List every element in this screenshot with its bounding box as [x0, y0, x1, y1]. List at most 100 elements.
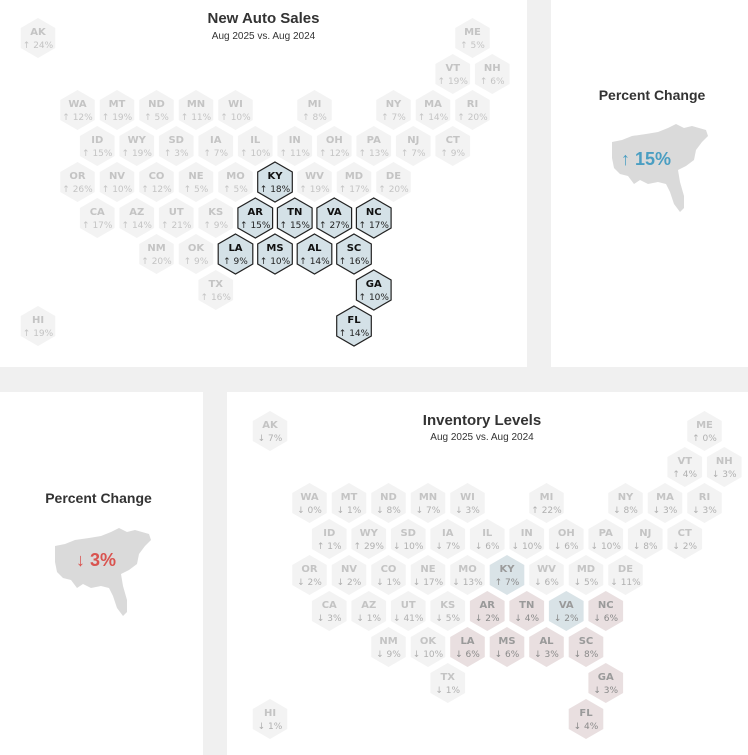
state-hex-tx[interactable]: TX ↓ 1% [430, 663, 466, 703]
state-hex-fl[interactable]: FL ↑ 14% [336, 305, 372, 347]
state-hex-ri[interactable]: RI ↓ 3% [687, 483, 722, 523]
state-hex-sd[interactable]: SD ↑ 3% [158, 126, 194, 166]
state-hex-ms[interactable]: MS ↓ 6% [489, 627, 525, 667]
state-hex-nd[interactable]: ND ↓ 8% [371, 483, 406, 523]
state-hex-ia[interactable]: IA ↓ 7% [430, 519, 466, 559]
state-hex-tx[interactable]: TX ↑ 16% [198, 270, 234, 310]
state-hex-ca[interactable]: CA ↑ 17% [79, 198, 115, 238]
state-hex-ar[interactable]: AR ↓ 2% [469, 591, 505, 631]
state-hex-mt[interactable]: MT ↑ 19% [99, 90, 135, 130]
state-hex-pa[interactable]: PA ↓ 10% [588, 519, 624, 559]
state-hex-de[interactable]: DE ↓ 11% [608, 555, 643, 595]
state-hex-nh[interactable]: NH ↑ 6% [474, 54, 510, 94]
state-hex-ok[interactable]: OK ↓ 10% [410, 627, 446, 667]
state-hex-mo[interactable]: MO ↑ 5% [218, 162, 253, 202]
state-hex-in[interactable]: IN ↓ 10% [509, 519, 545, 559]
state-hex-va[interactable]: VA ↑ 27% [316, 197, 353, 239]
state-hex-ne[interactable]: NE ↓ 17% [410, 555, 446, 595]
state-hex-nv[interactable]: NV ↓ 2% [331, 555, 367, 595]
state-hex-ms[interactable]: MS ↑ 10% [257, 233, 293, 275]
state-hex-hi[interactable]: HI ↑ 19% [20, 306, 56, 346]
state-hex-or[interactable]: OR ↓ 2% [292, 555, 327, 595]
state-hex-ca[interactable]: CA ↓ 3% [311, 591, 347, 631]
state-hex-oh[interactable]: OH ↑ 12% [316, 126, 352, 166]
state-hex-ok[interactable]: OK ↑ 9% [178, 234, 214, 274]
state-hex-hi[interactable]: HI ↓ 1% [252, 699, 288, 739]
state-hex-vt[interactable]: VT ↑ 19% [435, 54, 471, 94]
state-hex-mt[interactable]: MT ↓ 1% [331, 483, 367, 523]
state-hex-ct[interactable]: CT ↓ 2% [667, 519, 703, 559]
state-hex-va[interactable]: VA ↓ 2% [548, 591, 584, 631]
state-hex-nm[interactable]: NM ↑ 20% [139, 234, 174, 274]
state-hex-mn[interactable]: MN ↑ 11% [178, 90, 214, 130]
state-hex-ga[interactable]: GA ↓ 3% [588, 663, 624, 703]
state-hex-al[interactable]: AL ↑ 14% [296, 233, 333, 275]
state-hex-ak[interactable]: AK ↓ 7% [252, 411, 288, 451]
state-hex-ri[interactable]: RI ↑ 20% [455, 90, 490, 130]
state-hex-md[interactable]: MD ↑ 17% [336, 162, 372, 202]
state-hex-nm[interactable]: NM ↓ 9% [371, 627, 406, 667]
state-hex-oh[interactable]: OH ↓ 6% [548, 519, 584, 559]
state-hex-me[interactable]: ME ↑ 5% [455, 18, 490, 58]
state-hex-me[interactable]: ME ↑ 0% [687, 411, 722, 451]
state-hex-or[interactable]: OR ↑ 26% [60, 162, 95, 202]
state-hex-ut[interactable]: UT ↓ 41% [390, 591, 426, 631]
state-hex-ky[interactable]: KY ↑ 18% [257, 161, 293, 203]
state-hex-vt[interactable]: VT ↑ 4% [667, 447, 703, 487]
state-hex-nj[interactable]: NJ ↑ 7% [395, 126, 431, 166]
state-hex-ne[interactable]: NE ↑ 5% [178, 162, 214, 202]
state-hex-ma[interactable]: MA ↑ 14% [415, 90, 451, 130]
state-hex-de[interactable]: DE ↑ 20% [376, 162, 411, 202]
state-hex-nc[interactable]: NC ↑ 17% [355, 197, 392, 239]
state-hex-ny[interactable]: NY ↓ 8% [608, 483, 643, 523]
state-hex-sd[interactable]: SD ↓ 10% [390, 519, 426, 559]
state-hex-wy[interactable]: WY ↑ 19% [119, 126, 155, 166]
state-hex-ak[interactable]: AK ↑ 24% [20, 18, 56, 58]
state-hex-la[interactable]: LA ↑ 9% [217, 233, 254, 275]
state-hex-pa[interactable]: PA ↑ 13% [356, 126, 392, 166]
state-hex-ma[interactable]: MA ↓ 3% [647, 483, 683, 523]
state-hex-wi[interactable]: WI ↓ 3% [450, 483, 485, 523]
state-hex-nh[interactable]: NH ↓ 3% [706, 447, 742, 487]
state-hex-wv[interactable]: WV ↑ 19% [297, 162, 332, 202]
state-hex-co[interactable]: CO ↓ 1% [371, 555, 406, 595]
state-hex-az[interactable]: AZ ↓ 1% [351, 591, 387, 631]
state-hex-wa[interactable]: WA ↑ 12% [60, 90, 95, 130]
state-hex-ga[interactable]: GA ↑ 10% [355, 269, 392, 311]
state-hex-il[interactable]: IL ↑ 10% [237, 126, 273, 166]
state-hex-md[interactable]: MD ↓ 5% [568, 555, 604, 595]
state-hex-ut[interactable]: UT ↑ 21% [158, 198, 194, 238]
state-hex-wy[interactable]: WY ↑ 29% [351, 519, 387, 559]
state-hex-fl[interactable]: FL ↓ 4% [568, 699, 604, 739]
state-hex-il[interactable]: IL ↓ 6% [469, 519, 505, 559]
state-hex-mo[interactable]: MO ↓ 13% [450, 555, 485, 595]
state-hex-nd[interactable]: ND ↑ 5% [139, 90, 174, 130]
state-hex-la[interactable]: LA ↓ 6% [450, 627, 485, 667]
state-hex-ct[interactable]: CT ↑ 9% [435, 126, 471, 166]
state-hex-sc[interactable]: SC ↓ 8% [568, 627, 604, 667]
state-hex-al[interactable]: AL ↓ 3% [529, 627, 564, 667]
state-hex-ia[interactable]: IA ↑ 7% [198, 126, 234, 166]
state-hex-sc[interactable]: SC ↑ 16% [336, 233, 372, 275]
state-hex-ar[interactable]: AR ↑ 15% [237, 197, 274, 239]
state-hex-az[interactable]: AZ ↑ 14% [119, 198, 155, 238]
state-hex-ks[interactable]: KS ↓ 5% [430, 591, 466, 631]
state-hex-tn[interactable]: TN ↑ 15% [276, 197, 313, 239]
state-hex-wi[interactable]: WI ↑ 10% [218, 90, 253, 130]
state-hex-id[interactable]: ID ↑ 15% [79, 126, 115, 166]
state-hex-mi[interactable]: MI ↑ 22% [529, 483, 564, 523]
state-hex-tn[interactable]: TN ↓ 4% [509, 591, 545, 631]
state-hex-nc[interactable]: NC ↓ 6% [588, 591, 624, 631]
state-hex-co[interactable]: CO ↑ 12% [139, 162, 174, 202]
state-hex-ky[interactable]: KY ↑ 7% [489, 555, 525, 595]
state-hex-nv[interactable]: NV ↑ 10% [99, 162, 135, 202]
state-hex-mn[interactable]: MN ↓ 7% [410, 483, 446, 523]
state-hex-wv[interactable]: WV ↓ 6% [529, 555, 564, 595]
state-hex-ks[interactable]: KS ↑ 9% [198, 198, 234, 238]
state-hex-id[interactable]: ID ↑ 1% [311, 519, 347, 559]
state-hex-nj[interactable]: NJ ↓ 8% [627, 519, 663, 559]
state-hex-ny[interactable]: NY ↑ 7% [376, 90, 411, 130]
state-hex-mi[interactable]: MI ↑ 8% [297, 90, 332, 130]
state-hex-wa[interactable]: WA ↓ 0% [292, 483, 327, 523]
state-hex-in[interactable]: IN ↑ 11% [277, 126, 313, 166]
